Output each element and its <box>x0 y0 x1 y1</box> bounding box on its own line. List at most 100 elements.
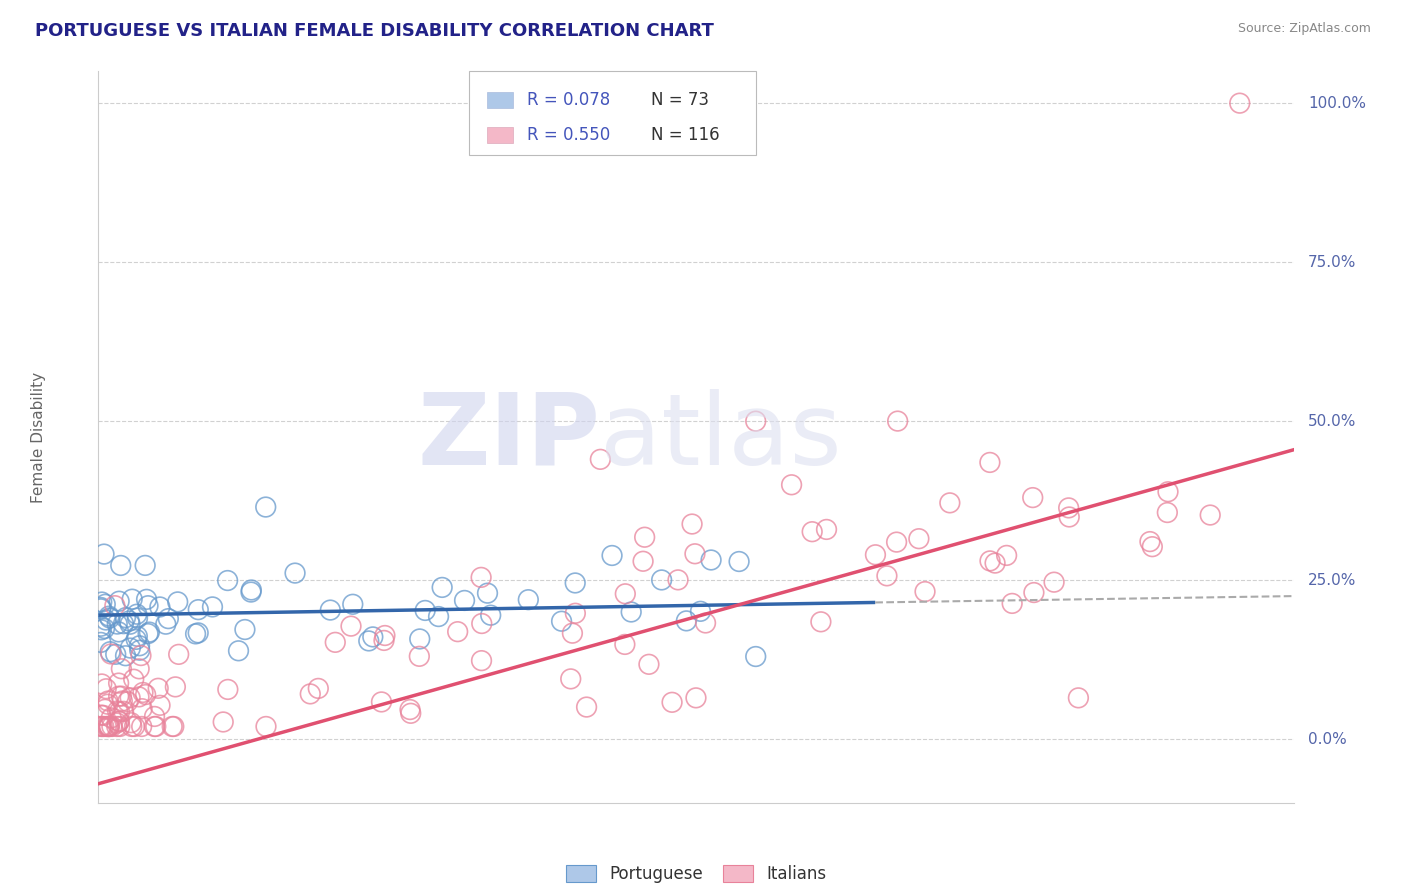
Point <box>148 681 170 696</box>
Point <box>143 709 166 723</box>
Point <box>110 689 132 703</box>
Point <box>107 690 129 704</box>
Point <box>108 714 131 728</box>
Point <box>876 569 898 583</box>
Point <box>163 719 186 733</box>
Point <box>98 611 121 625</box>
Point <box>100 647 122 661</box>
Point <box>217 682 239 697</box>
Point <box>666 573 689 587</box>
Point <box>125 607 148 622</box>
Point <box>373 633 395 648</box>
Point <box>136 599 159 613</box>
Point <box>90 708 112 723</box>
Point <box>97 694 120 708</box>
Point <box>118 614 141 628</box>
Point <box>187 602 209 616</box>
Point <box>98 645 121 659</box>
Point <box>97 719 120 733</box>
Point <box>110 558 132 573</box>
Point <box>886 535 908 549</box>
Point <box>166 595 188 609</box>
Point <box>564 576 586 591</box>
Point <box>254 500 277 514</box>
Point <box>340 619 363 633</box>
Point <box>201 599 224 614</box>
Point <box>589 452 612 467</box>
Point <box>357 634 380 648</box>
Point <box>91 719 114 733</box>
Point <box>479 608 502 623</box>
Point <box>90 623 112 637</box>
Point <box>127 629 149 643</box>
Point <box>370 695 392 709</box>
Point <box>865 548 887 562</box>
Point <box>90 635 112 649</box>
Point <box>157 612 180 626</box>
Point <box>104 648 127 662</box>
Point <box>94 613 117 627</box>
Point <box>427 609 450 624</box>
Point <box>430 581 453 595</box>
Text: 0.0%: 0.0% <box>1308 731 1347 747</box>
Point <box>167 648 190 662</box>
Point <box>104 599 127 613</box>
Text: 50.0%: 50.0% <box>1308 414 1357 429</box>
Point <box>90 677 112 691</box>
Point <box>374 628 396 642</box>
Point <box>1067 690 1090 705</box>
Point <box>212 714 235 729</box>
Point <box>399 702 422 716</box>
Point <box>93 547 115 561</box>
Point <box>132 685 155 699</box>
Point <box>131 719 153 733</box>
Point <box>810 615 832 629</box>
Point <box>134 558 156 573</box>
Point <box>217 574 239 588</box>
Point <box>613 637 636 651</box>
Point <box>1157 484 1180 499</box>
Point <box>108 719 131 733</box>
Point <box>661 695 683 709</box>
Point <box>111 694 134 708</box>
Point <box>98 609 121 624</box>
Point <box>90 619 112 633</box>
Point <box>112 616 135 631</box>
Point <box>801 524 824 539</box>
Point <box>408 649 430 664</box>
Point <box>120 715 142 730</box>
Point <box>97 719 120 733</box>
Point <box>184 627 207 641</box>
Point <box>614 587 637 601</box>
Point <box>685 690 707 705</box>
Point <box>319 603 342 617</box>
Point <box>120 617 142 632</box>
Point <box>233 623 256 637</box>
Point <box>94 702 117 716</box>
Point <box>651 573 673 587</box>
Point <box>98 719 121 733</box>
Point <box>323 635 346 649</box>
Bar <box>486 127 513 143</box>
Point <box>1022 585 1045 599</box>
Point <box>94 597 117 611</box>
Point <box>121 592 143 607</box>
Point <box>240 582 263 597</box>
Point <box>564 607 586 621</box>
Point <box>745 414 768 428</box>
Bar <box>470 71 756 155</box>
Point <box>307 681 329 696</box>
Point <box>96 681 118 696</box>
Point <box>108 594 131 608</box>
Point <box>124 719 146 733</box>
Point <box>128 690 150 704</box>
Point <box>135 592 157 607</box>
Point <box>90 602 112 616</box>
Point <box>149 698 172 713</box>
Point <box>477 586 499 600</box>
Point <box>470 654 492 668</box>
Point <box>127 611 149 625</box>
Point <box>995 549 1018 563</box>
Point <box>453 593 475 607</box>
Point <box>93 719 115 733</box>
